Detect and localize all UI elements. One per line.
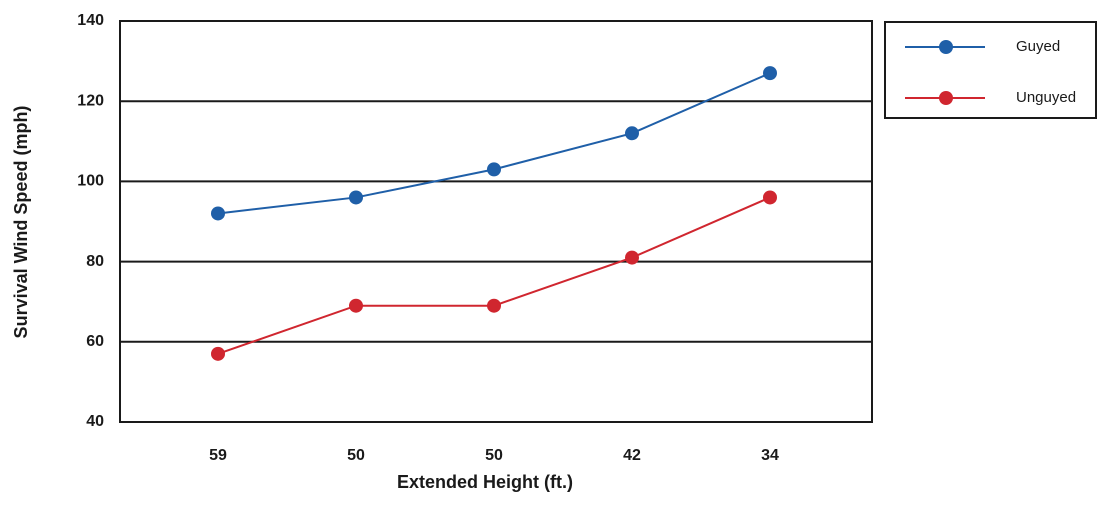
series-line-guyed xyxy=(217,72,771,215)
data-point-unguyed xyxy=(625,250,639,265)
x-axis-ticks: 59 50 50 42 34 xyxy=(209,447,779,464)
data-point-unguyed xyxy=(349,298,363,313)
data-point-guyed xyxy=(211,206,225,221)
x-axis-label: Extended Height (ft.) xyxy=(397,472,573,492)
legend-items: Guyed Unguyed xyxy=(905,38,1076,106)
y-tick-label: 40 xyxy=(86,413,104,430)
x-tick-label: 59 xyxy=(209,447,227,464)
series-line-unguyed xyxy=(217,196,771,355)
y-axis-ticks: 40 60 80 100 120 140 xyxy=(77,12,104,430)
y-tick-label: 120 xyxy=(77,92,104,109)
legend-frame xyxy=(884,21,1097,119)
y-tick-label: 100 xyxy=(77,173,104,190)
x-tick-label: 42 xyxy=(623,447,641,464)
x-tick-label: 34 xyxy=(761,447,779,464)
data-point-unguyed xyxy=(763,190,777,205)
data-point-guyed xyxy=(487,162,501,177)
data-point-unguyed xyxy=(487,298,501,313)
plot-frame xyxy=(119,20,873,423)
legend-swatch-marker xyxy=(939,40,953,54)
grid-lines xyxy=(120,20,872,423)
legend-swatch-marker xyxy=(939,91,953,105)
y-tick-label: 60 xyxy=(86,333,104,350)
data-point-unguyed xyxy=(211,346,225,361)
y-axis-label: Survival Wind Speed (mph) xyxy=(11,106,31,339)
legend-label: Unguyed xyxy=(1016,89,1076,106)
series-unguyed xyxy=(211,190,777,361)
data-point-guyed xyxy=(349,190,363,205)
series-layer xyxy=(211,66,777,361)
x-tick-label: 50 xyxy=(485,447,503,464)
y-tick-label: 80 xyxy=(86,253,104,270)
x-tick-label: 50 xyxy=(347,447,365,464)
legend-item-guyed: Guyed xyxy=(905,38,1060,55)
y-tick-label: 140 xyxy=(77,12,104,29)
data-point-guyed xyxy=(625,126,639,141)
series-guyed xyxy=(211,66,777,221)
legend: Guyed Unguyed xyxy=(884,21,1097,119)
legend-item-unguyed: Unguyed xyxy=(905,89,1076,106)
legend-label: Guyed xyxy=(1016,38,1060,55)
data-point-guyed xyxy=(763,66,777,81)
